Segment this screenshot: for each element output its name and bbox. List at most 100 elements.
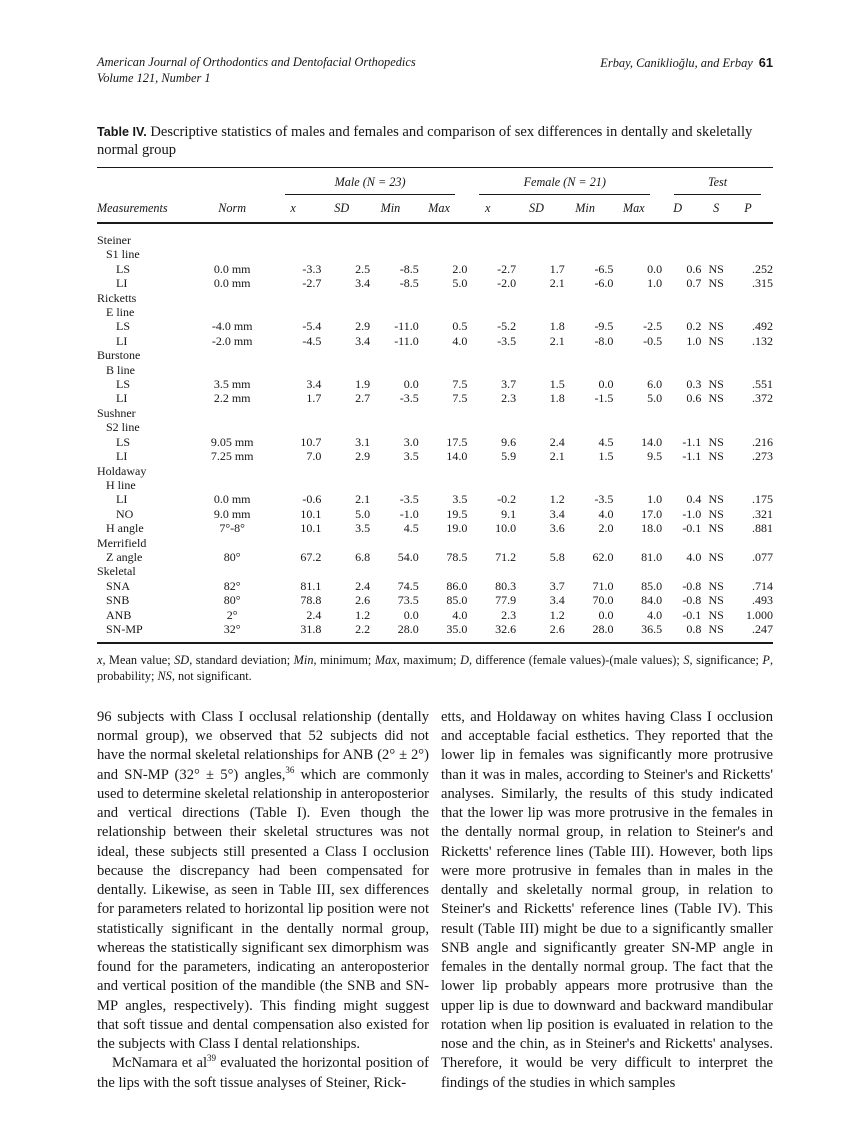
- cell-value: [516, 536, 565, 550]
- cell-value: 28.0: [397, 621, 419, 636]
- cell-value: 1.8: [549, 391, 565, 406]
- cell-value: -3.5: [594, 492, 614, 507]
- cell-value: 3.0: [403, 434, 419, 449]
- cell-value: 9.1: [501, 506, 517, 521]
- measurement-label: H angle: [106, 521, 144, 536]
- cell-value: 14.0: [446, 449, 468, 464]
- cell-value: [662, 564, 701, 578]
- body-right-column: etts, and Holdaway on whites having Clas…: [441, 708, 773, 1093]
- paragraph-text: evaluated the horizontal position of the…: [97, 1055, 429, 1091]
- cell-value: .551: [752, 377, 773, 392]
- cell-value: [613, 247, 662, 261]
- cell-value: .881: [752, 521, 773, 536]
- table-section-row: Sushner: [97, 406, 773, 420]
- cell-value: 1.7: [549, 261, 565, 276]
- cell-value: 2.7: [355, 391, 371, 406]
- table-caption-text: Descriptive statistics of males and fema…: [97, 124, 753, 158]
- cell-value: 1.000: [746, 607, 773, 622]
- cell-value: [467, 348, 516, 362]
- cell-value: [516, 247, 565, 261]
- cell-value: [613, 420, 662, 434]
- cell-value: -6.5: [594, 261, 614, 276]
- cell-value: 3.4: [549, 593, 565, 608]
- cell-value: [419, 420, 468, 434]
- cell-value: NS: [708, 621, 724, 636]
- cell-value: NS: [708, 492, 724, 507]
- cell-value: 85.0: [641, 578, 663, 593]
- norm-value: [192, 348, 273, 362]
- cell-value: 0.0: [598, 377, 614, 392]
- measurement-label: LS: [116, 261, 131, 276]
- cell-value: 1.5: [598, 449, 614, 464]
- column-header-min: Min: [564, 195, 614, 224]
- measurement-label: Skeletal: [97, 564, 136, 579]
- cell-value: 17.5: [446, 434, 468, 449]
- measurement-label: LI: [116, 449, 128, 464]
- running-authors: Erbay, Caniklioğlu, and Erbay: [600, 56, 753, 70]
- cell-value: 81.1: [300, 578, 322, 593]
- cell-value: 86.0: [446, 578, 468, 593]
- cell-value: [662, 420, 701, 434]
- cell-value: [370, 564, 419, 578]
- cell-value: [731, 247, 773, 261]
- norm-value: [192, 291, 273, 305]
- cell-value: 3.4: [549, 506, 565, 521]
- table-data-row: LS -4.0 mm -5.4 2.9 -11.0 0.5 -5.2 1.8 -9.5 -2.5 0…: [97, 319, 773, 333]
- reference-superscript: 39: [207, 1053, 217, 1064]
- cell-value: [273, 348, 322, 362]
- footnote-term: NS: [157, 668, 172, 683]
- cell-value: [731, 223, 773, 247]
- cell-value: 4.0: [452, 607, 468, 622]
- norm-value: 9.05 mm: [210, 434, 254, 449]
- cell-value: 14.0: [641, 434, 663, 449]
- body-left-column: 96 subjects with Class I occlusal relati…: [97, 708, 429, 1093]
- cell-value: -8.0: [594, 333, 614, 348]
- measurement-label: H line: [106, 477, 136, 492]
- cell-value: [701, 223, 731, 247]
- table-group-header-row: Male (N = 23) Female (N = 21) Test: [97, 168, 773, 195]
- cell-value: 18.0: [641, 521, 663, 536]
- norm-value: [192, 247, 273, 261]
- cell-value: [613, 478, 662, 492]
- cell-value: 0.3: [686, 377, 702, 392]
- norm-value: [192, 406, 273, 420]
- cell-value: [516, 564, 565, 578]
- cell-value: .714: [752, 578, 773, 593]
- table-data-row: Z angle 80° 67.2 6.8 54.0 78.5 71.2 5.8 62.0 81.0…: [97, 550, 773, 564]
- paragraph-text: 96 subjects with Class I occlusal relati…: [97, 708, 429, 783]
- journal-identification: American Journal of Orthodontics and Den…: [97, 55, 416, 86]
- column-header-min: Min: [370, 195, 419, 224]
- column-header-x: x: [272, 195, 322, 224]
- table-section-row: Burstone: [97, 348, 773, 362]
- cell-value: -1.5: [594, 391, 614, 406]
- table-section-row: Merrifield: [97, 536, 773, 550]
- running-head: American Journal of Orthodontics and Den…: [97, 55, 773, 86]
- cell-value: [370, 464, 419, 478]
- cell-value: [701, 420, 731, 434]
- footnote-text: , Mean value;: [102, 653, 175, 668]
- column-header-sd: SD: [321, 195, 371, 224]
- measurement-label: Ricketts: [97, 290, 137, 305]
- cell-value: [419, 348, 468, 362]
- page-number: 61: [758, 55, 773, 70]
- cell-value: 62.0: [592, 549, 614, 564]
- cell-value: NS: [708, 377, 724, 392]
- cell-value: [321, 291, 370, 305]
- measurement-label: SN-MP: [106, 621, 143, 636]
- cell-value: [701, 564, 731, 578]
- footnote-term: Max: [374, 653, 397, 668]
- cell-value: 6.0: [647, 377, 663, 392]
- column-header-s: S: [701, 195, 732, 224]
- cell-value: [613, 348, 662, 362]
- cell-value: 4.5: [403, 521, 419, 536]
- cell-value: .247: [752, 621, 773, 636]
- cell-value: 0.6: [686, 261, 702, 276]
- cell-value: [613, 406, 662, 420]
- cell-value: 71.2: [495, 549, 517, 564]
- norm-value: 32°: [223, 621, 241, 636]
- cell-value: [370, 406, 419, 420]
- cell-value: .132: [752, 333, 773, 348]
- measurement-label: LS: [116, 434, 131, 449]
- table-data-row: LI 2.2 mm 1.7 2.7 -3.5 7.5 2.3 1.8 -1.5 5.0 0.6 NS.…: [97, 391, 773, 405]
